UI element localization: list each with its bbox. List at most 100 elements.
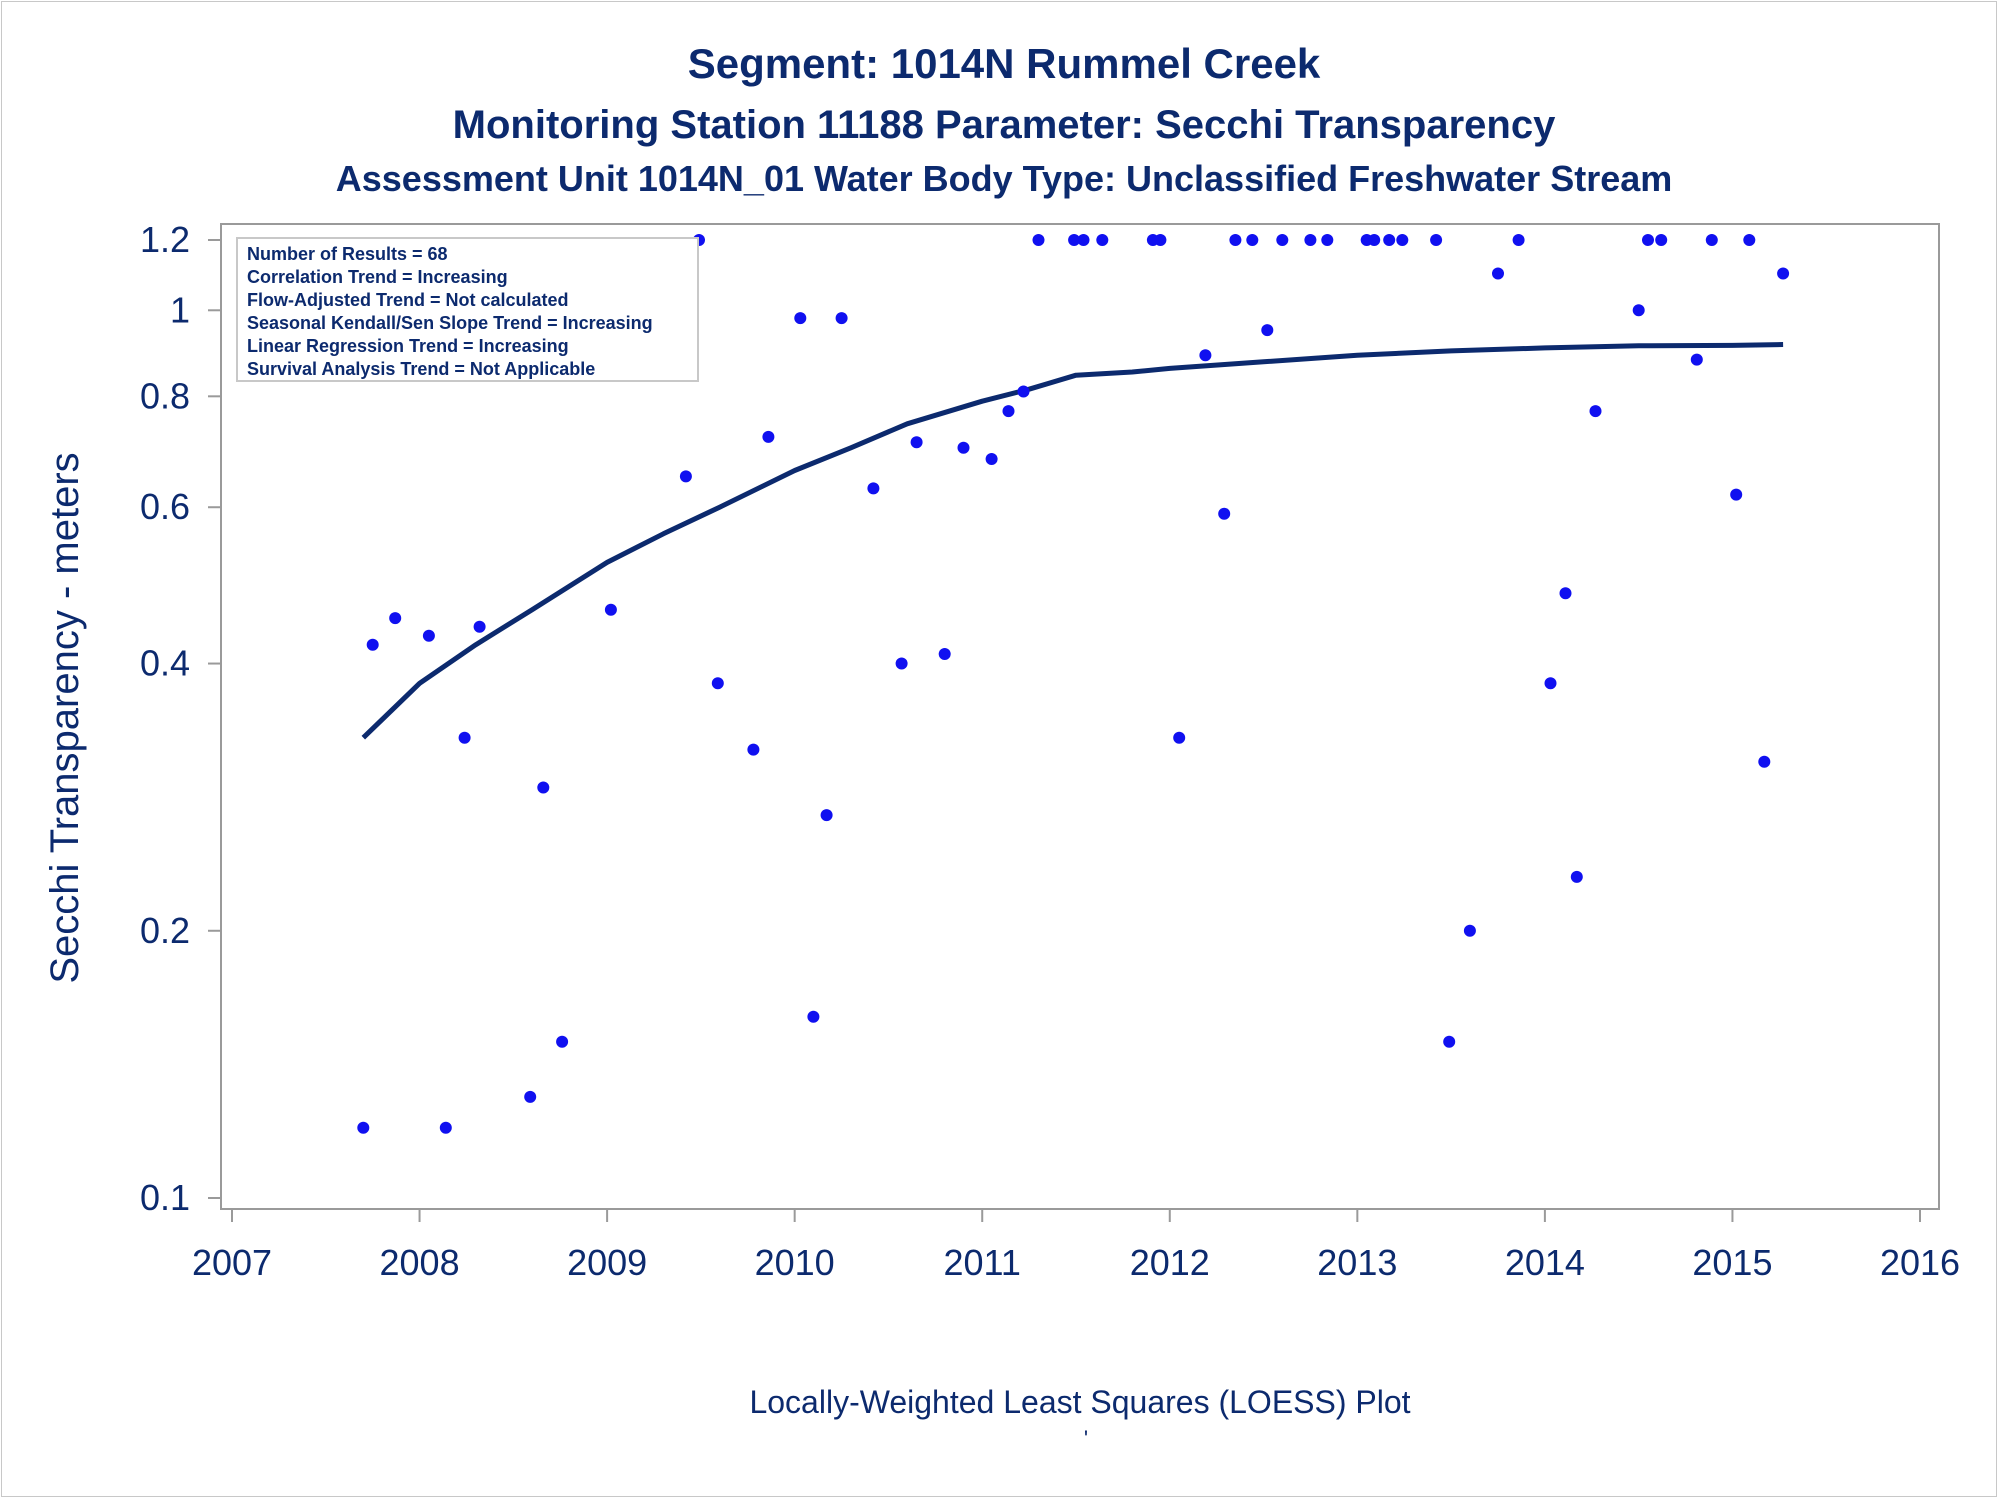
data-point (1304, 234, 1317, 246)
data-point (458, 731, 471, 744)
stats-box-frame (236, 237, 699, 382)
x-tick-label: 2011 (944, 1242, 1021, 1283)
chart-subtitle: Monitoring Station 11188 Parameter: Secc… (453, 103, 1556, 147)
stats-seasonal-kendall-trend: Seasonal Kendall/Sen Slope Trend = Incre… (247, 313, 653, 333)
data-point (357, 1121, 370, 1134)
x-tick-label: 2009 (567, 1242, 647, 1283)
data-point (556, 1035, 569, 1048)
loess-curve-group (361, 342, 1784, 740)
data-point (1321, 234, 1334, 246)
x-tick-label: 2012 (1130, 1242, 1210, 1283)
y-axis-label: Secchi Transparency - meters (43, 452, 87, 983)
data-point (422, 629, 435, 642)
data-point (1199, 349, 1212, 362)
data-point (679, 470, 692, 483)
y-tick-label: 0.1 (140, 1177, 190, 1218)
data-point (1705, 234, 1718, 246)
x-tick-label: 2010 (755, 1242, 835, 1283)
plot-area (220, 223, 1940, 1210)
y-tick-label: 0.8 (140, 375, 190, 416)
data-point (524, 1090, 537, 1103)
data-point (1002, 405, 1015, 418)
data-point (1096, 234, 1109, 246)
data-point (910, 436, 923, 449)
data-point (867, 482, 880, 495)
data-point (1173, 731, 1186, 744)
y-tick-label: 1.2 (140, 219, 190, 260)
footnote-mark: ' (1084, 1426, 1088, 1451)
data-point (747, 743, 760, 756)
data-point (1068, 234, 1081, 246)
data-point (762, 430, 775, 443)
y-tick-label: 0.6 (140, 486, 190, 527)
data-point (835, 312, 848, 325)
data-point (1777, 267, 1790, 280)
stats-box: Number of Results = 68 Correlation Trend… (236, 237, 699, 382)
data-point (1570, 870, 1583, 883)
x-tick-label: 2016 (1880, 1242, 1960, 1283)
y-tick-label: 0.4 (140, 643, 190, 684)
data-point (807, 1010, 820, 1023)
x-axis: 2007 2008 2009 2010 2011 2012 2013 2014 2015 2016 (192, 1209, 1960, 1283)
x-tick-label: 2008 (380, 1242, 460, 1283)
data-point (1396, 234, 1409, 246)
stats-survival-analysis-trend: Survival Analysis Trend = Not Applicable (247, 359, 595, 379)
data-point (1463, 924, 1476, 937)
data-point (604, 603, 617, 616)
data-point (938, 648, 951, 660)
data-point (1229, 234, 1242, 246)
data-point (537, 781, 550, 794)
data-point (473, 620, 486, 633)
data-point (794, 312, 807, 325)
stats-linear-regression-trend: Linear Regression Trend = Increasing (247, 336, 569, 356)
stats-number-of-results: Number of Results = 68 (247, 244, 448, 264)
data-point (711, 677, 724, 690)
data-point (389, 612, 402, 625)
data-point (1758, 755, 1771, 768)
data-point (1276, 234, 1289, 246)
data-point (1032, 234, 1045, 246)
data-point (366, 638, 379, 651)
y-axis: 0.1 0.2 0.4 0.6 0.8 1 1.2 (140, 219, 221, 1218)
y-tick-label: 1 (170, 289, 190, 330)
data-point (1544, 677, 1557, 690)
data-point (1743, 234, 1756, 246)
data-point (820, 809, 833, 822)
data-point (1017, 385, 1030, 398)
y-tick-label: 0.2 (140, 910, 190, 951)
data-point (957, 441, 970, 454)
stats-flow-adjusted-trend: Flow-Adjusted Trend = Not calculated (247, 290, 569, 310)
data-point (1443, 1035, 1456, 1048)
data-point (1368, 234, 1381, 246)
data-point (1632, 304, 1645, 317)
data-point (1730, 488, 1743, 501)
x-tick-label: 2015 (1692, 1242, 1772, 1283)
chart-title: Segment: 1014N Rummel Creek (688, 40, 1321, 87)
data-point (1261, 324, 1274, 337)
data-point (1430, 234, 1443, 246)
footnote: Locally-Weighted Least Squares (LOESS) P… (749, 1384, 1410, 1420)
data-point (1154, 234, 1167, 246)
data-point (1559, 587, 1572, 600)
data-point (1077, 234, 1090, 246)
data-point (1642, 234, 1654, 246)
data-point (1492, 267, 1504, 280)
data-point (895, 657, 908, 670)
stats-correlation-trend: Correlation Trend = Increasing (247, 267, 508, 287)
x-tick-label: 2014 (1505, 1242, 1585, 1283)
data-point (1383, 234, 1396, 246)
data-point (439, 1121, 452, 1134)
data-point (1512, 234, 1525, 246)
data-point (1218, 507, 1231, 520)
chart-subtitle-2: Assessment Unit 1014N_01 Water Body Type… (336, 158, 1673, 199)
x-tick-label: 2007 (192, 1242, 272, 1283)
data-point (1246, 234, 1259, 246)
data-point (1690, 353, 1703, 366)
x-tick-label: 2013 (1317, 1242, 1397, 1283)
data-point (985, 453, 998, 465)
loess-curve (361, 342, 1784, 740)
data-point (1655, 234, 1668, 246)
data-point (1589, 405, 1602, 418)
